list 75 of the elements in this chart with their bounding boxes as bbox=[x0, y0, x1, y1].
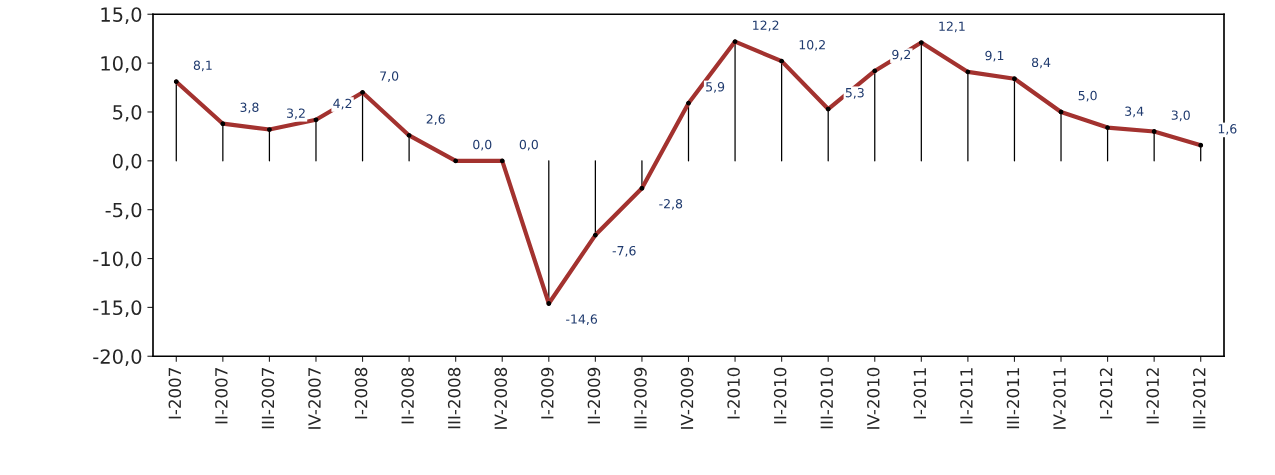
x-tick-label: I-2007 bbox=[168, 368, 182, 419]
point bbox=[546, 301, 552, 306]
point bbox=[1105, 125, 1110, 130]
y-tick-label: -20,0 bbox=[93, 349, 142, 366]
x-tick-label: III-2010 bbox=[820, 367, 834, 429]
point bbox=[872, 68, 878, 74]
data-label: -14,6 bbox=[566, 314, 598, 326]
x-tick-label: II-2011 bbox=[960, 368, 973, 424]
point bbox=[406, 133, 412, 138]
x-tick-label: IV-2009 bbox=[680, 367, 694, 429]
x-tick-label: III-2007 bbox=[261, 368, 275, 429]
x-tick-label: I-2011 bbox=[913, 368, 927, 419]
data-label: 10,2 bbox=[799, 40, 825, 51]
data-label: 5,3 bbox=[845, 87, 864, 99]
point bbox=[779, 58, 785, 64]
x-tick-label: III-2009 bbox=[634, 367, 647, 429]
y-tick-label: 0,0 bbox=[112, 153, 142, 171]
x-tick-label: I-2008 bbox=[354, 367, 368, 419]
x-tick-label: II-2007 bbox=[215, 368, 228, 424]
y-tick-label: 5,0 bbox=[113, 104, 142, 122]
point bbox=[686, 100, 691, 106]
point bbox=[965, 69, 971, 75]
data-label: 4,2 bbox=[333, 98, 352, 110]
y-tick-label: -15,0 bbox=[93, 300, 142, 318]
x-tick-label: IV-2010 bbox=[866, 367, 880, 429]
y-tick-label: 10,0 bbox=[101, 56, 142, 73]
point bbox=[173, 79, 179, 85]
x-tick-label: III-2008 bbox=[447, 367, 461, 429]
x-tick-label: III-2011 bbox=[1006, 368, 1020, 429]
data-label: 0,0 bbox=[473, 139, 492, 151]
data-label: -7,6 bbox=[612, 245, 636, 257]
data-label: -2,8 bbox=[659, 199, 683, 210]
data-label: 3,4 bbox=[1125, 106, 1144, 118]
data-label: 8,4 bbox=[1031, 57, 1051, 69]
x-tick-label: IV-2008 bbox=[494, 367, 508, 429]
point bbox=[1151, 129, 1157, 134]
data-label: 3,2 bbox=[287, 108, 305, 120]
point bbox=[825, 106, 831, 112]
data-label: 12,1 bbox=[939, 21, 965, 33]
point bbox=[313, 117, 319, 123]
x-tick-label: II-2010 bbox=[773, 367, 787, 424]
point bbox=[639, 185, 645, 191]
data-label: 5,9 bbox=[706, 82, 725, 93]
point bbox=[918, 40, 924, 45]
point bbox=[360, 90, 365, 95]
data-label: 8,1 bbox=[193, 60, 212, 72]
x-tick-label: I-2010 bbox=[727, 367, 740, 419]
data-label: 3,0 bbox=[1171, 110, 1190, 122]
data-label: 2,6 bbox=[426, 114, 445, 126]
x-tick-label: III-2012 bbox=[1192, 368, 1206, 429]
x-tick-label: IV-2007 bbox=[308, 368, 321, 429]
point bbox=[1198, 142, 1204, 148]
x-tick-label: I-2009 bbox=[541, 367, 554, 419]
point bbox=[267, 127, 272, 132]
x-tick-label: I-2012 bbox=[1099, 368, 1113, 419]
data-label: 1,6 bbox=[1218, 124, 1237, 135]
data-label: 7,0 bbox=[380, 71, 399, 83]
data-label: 5,0 bbox=[1078, 90, 1097, 102]
x-tick-label: II-2012 bbox=[1146, 368, 1159, 424]
y-tick-label: -5,0 bbox=[105, 202, 142, 220]
y-tick-label: 15,0 bbox=[101, 7, 142, 24]
x-tick-label: II-2008 bbox=[401, 367, 414, 424]
data-label: 3,8 bbox=[240, 102, 259, 114]
point bbox=[220, 121, 226, 127]
x-tick-label: IV-2011 bbox=[1053, 368, 1066, 429]
point bbox=[732, 39, 738, 45]
x-tick-label: II-2009 bbox=[587, 367, 601, 424]
point bbox=[592, 232, 598, 238]
point bbox=[1058, 109, 1064, 115]
data-label: 9,2 bbox=[892, 49, 911, 61]
point bbox=[1012, 76, 1017, 82]
data-label: 12,2 bbox=[753, 20, 779, 32]
data-label: 0,0 bbox=[519, 139, 538, 151]
data-label: 9,1 bbox=[985, 50, 1004, 62]
y-tick-label: -10,0 bbox=[93, 251, 142, 269]
